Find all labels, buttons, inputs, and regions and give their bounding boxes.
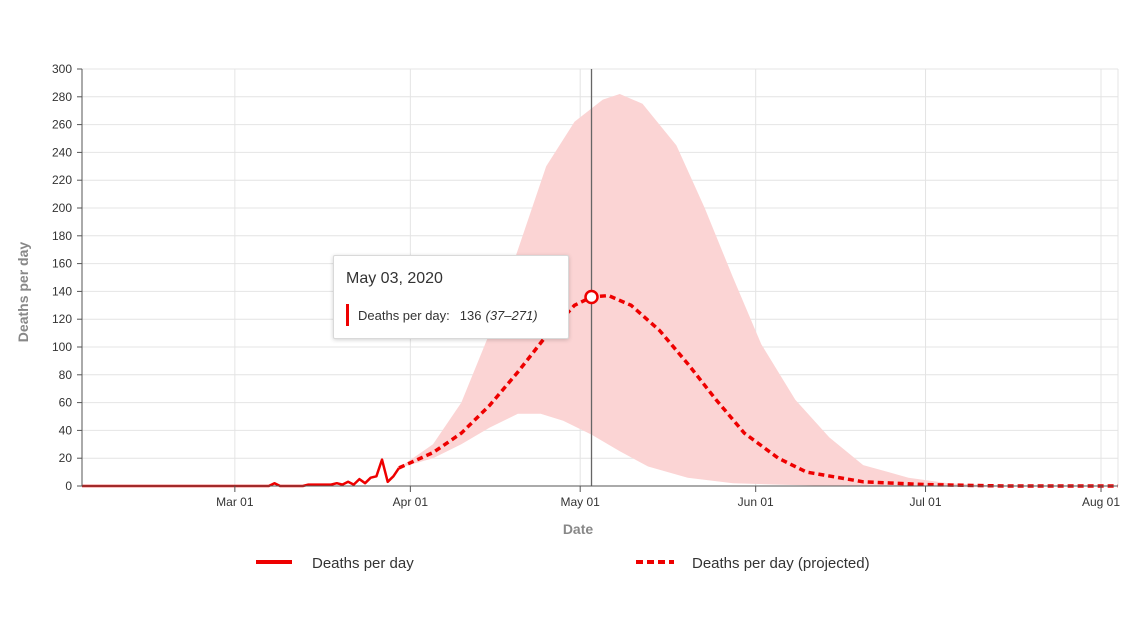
y-tick-label: 20 — [59, 451, 73, 465]
series-line-deaths-per-day-projected — [398, 293, 1118, 488]
legend-label-deaths-per-day[interactable]: Deaths per day — [312, 555, 414, 572]
x-axis-ticks: Mar 01 Apr 01 May 01 Jun 01 Jul 01 Aug 01 — [216, 486, 1120, 509]
y-tick-label: 240 — [52, 145, 72, 159]
y-tick-label: 220 — [52, 173, 72, 187]
legend-label-deaths-per-day-projected[interactable]: Deaths per day (projected) — [692, 555, 870, 572]
y-tick-label: 260 — [52, 118, 72, 132]
y-tick-label: 40 — [59, 423, 73, 437]
x-tick-label: Aug 01 — [1082, 495, 1120, 509]
hover-point[interactable] — [584, 289, 599, 305]
uncertainty-band — [399, 94, 1005, 486]
y-tick-label: 80 — [59, 368, 73, 382]
y-tick-label: 280 — [52, 90, 72, 104]
x-tick-label: Jun 01 — [738, 495, 774, 509]
tooltip-range: (37–271) — [485, 307, 538, 323]
y-tick-label: 300 — [52, 62, 72, 76]
x-tick-label: Apr 01 — [393, 495, 429, 509]
y-tick-label: 160 — [52, 257, 72, 271]
tooltip-value: 136 — [459, 307, 482, 323]
x-tick-label: Mar 01 — [216, 495, 254, 509]
tooltip-row: Deaths per day: 136 (37–271) — [346, 304, 538, 326]
tooltip: May 03, 2020 Deaths per day: 136 (37–271… — [333, 255, 569, 339]
y-tick-label: 60 — [59, 396, 73, 410]
y-tick-label: 0 — [65, 479, 72, 493]
y-axis-title: Deaths per day — [15, 242, 31, 343]
x-axis-title: Date — [563, 521, 594, 537]
series-line-deaths-per-day — [82, 458, 401, 488]
y-tick-label: 120 — [52, 312, 72, 326]
axes — [81, 69, 1118, 487]
tooltip-date: May 03, 2020 — [346, 270, 443, 287]
y-tick-label: 140 — [52, 284, 72, 298]
y-tick-label: 180 — [52, 229, 72, 243]
tooltip-series-label: Deaths per day: — [358, 307, 450, 323]
y-axis-ticks: 0 20 40 60 80 100 120 140 160 180 200 220 240 260 280 3… — [52, 62, 82, 493]
y-tick-label: 200 — [52, 201, 72, 215]
x-tick-label: Jul 01 — [910, 495, 942, 509]
x-tick-label: May 01 — [561, 495, 601, 509]
tooltip-series-swatch — [346, 304, 349, 326]
y-tick-label: 100 — [52, 340, 72, 354]
legend: Deaths per day Deaths per day (projected… — [256, 555, 870, 572]
